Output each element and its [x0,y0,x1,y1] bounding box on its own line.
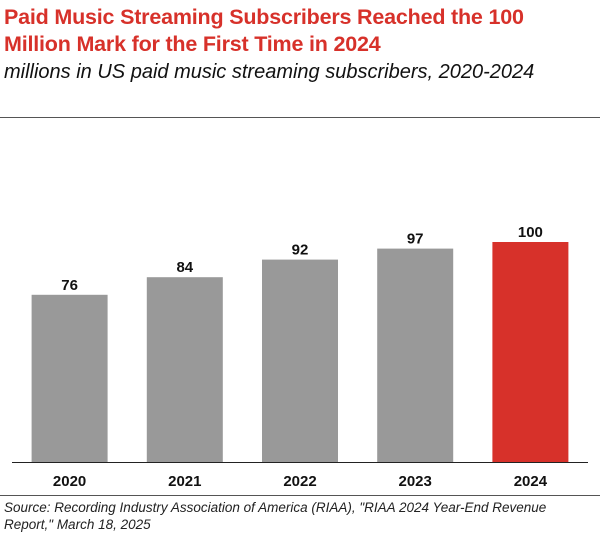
value-label-2023: 97 [407,231,424,248]
bottom-divider [0,495,600,496]
top-divider [0,117,600,118]
bars-group [31,242,569,462]
bar-2022 [262,259,338,462]
value-label-2022: 92 [292,242,309,259]
bar-2021 [146,277,223,462]
value-label-2024: 100 [518,224,543,241]
bar-2024 [492,242,569,462]
x-tick-label-2020: 2020 [53,473,86,490]
x-tick-label-2021: 2021 [168,473,201,490]
value-labels-group: 76 84 92 97 100 [61,224,543,294]
value-label-2020: 76 [61,277,78,294]
x-tick-label-2023: 2023 [399,473,432,490]
chart-subtitle: millions in US paid music streaming subs… [4,61,535,83]
x-tick-labels-group: 2020 2021 2022 2023 2024 [53,473,548,490]
source-note: Source: Recording Industry Association o… [4,500,547,532]
bar-2020 [31,294,108,462]
x-tick-label-2022: 2022 [283,473,316,490]
bar-chart: 76 84 92 97 100 2020 2021 2022 2023 2024 [12,224,588,490]
x-tick-label-2024: 2024 [514,473,548,490]
chart-title: Paid Music Streaming Subscribers Reached… [4,5,524,56]
bar-2023 [377,248,454,462]
value-label-2021: 84 [176,259,193,276]
